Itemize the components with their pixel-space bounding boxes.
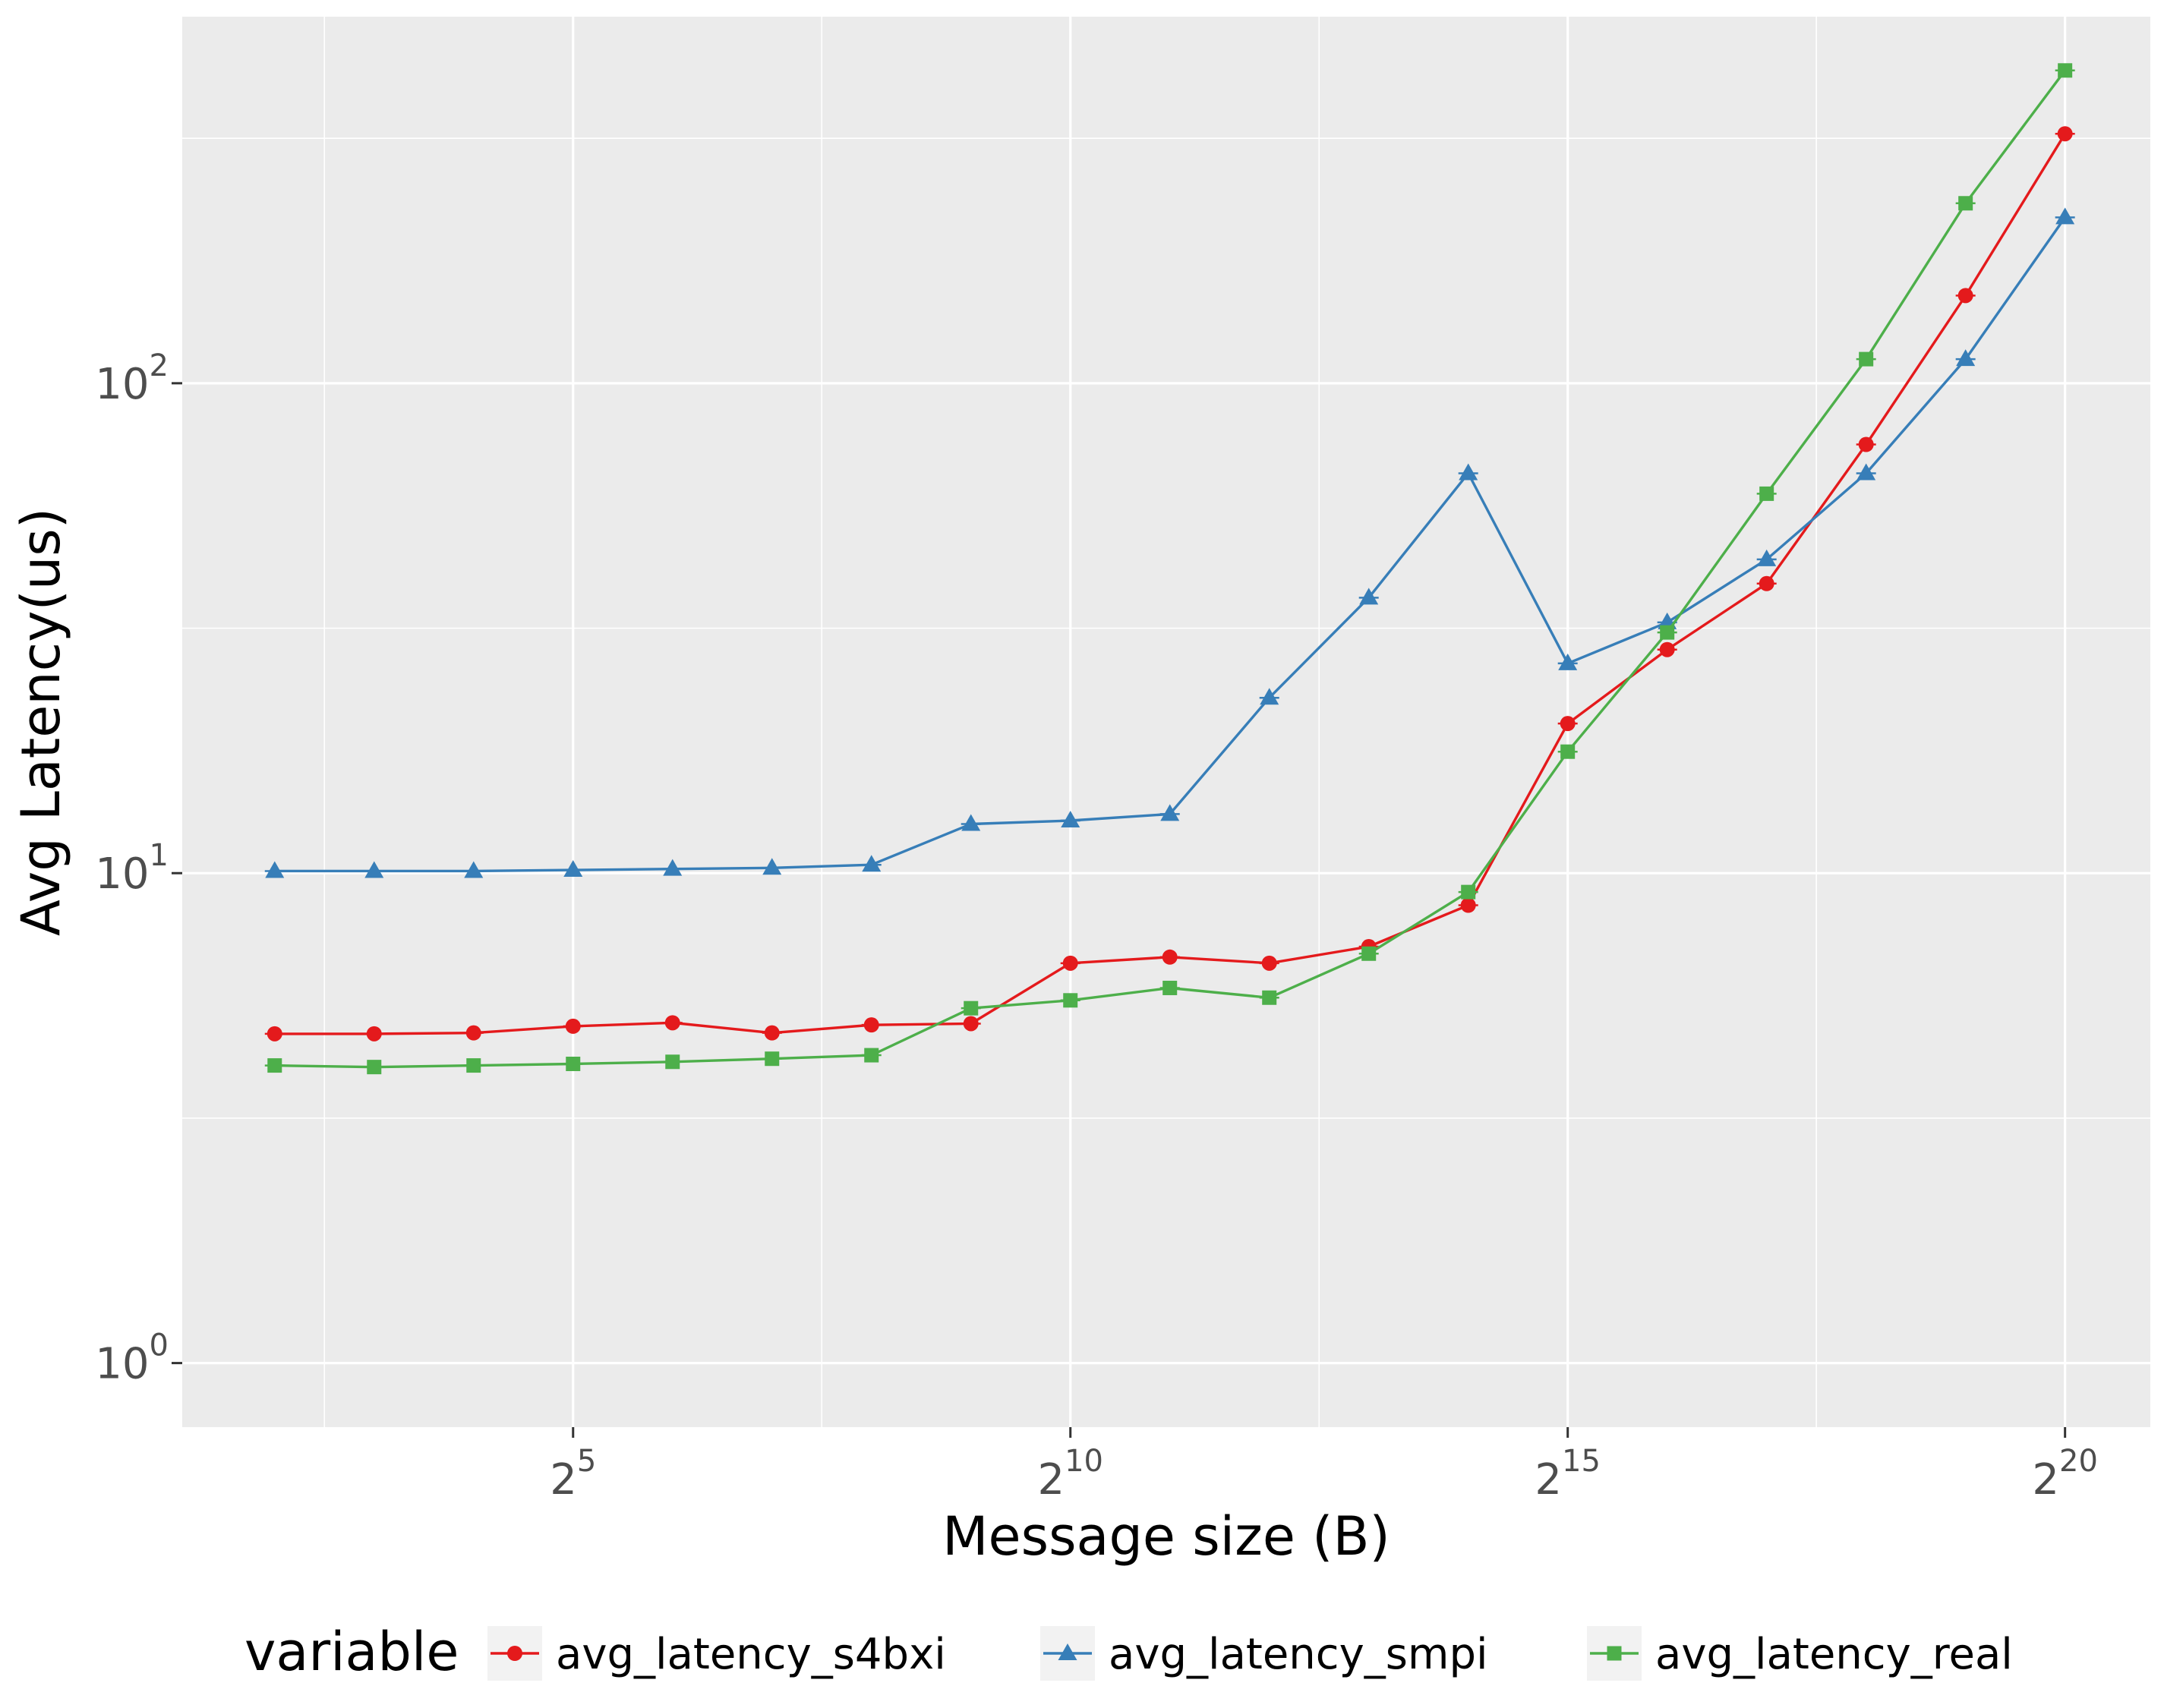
y-tick-label: 100 [95,1328,169,1389]
y-tick-label: 101 [95,838,169,899]
legend-label: avg_latency_smpi [1109,1630,1488,1679]
data-point [2055,207,2075,225]
data-point [665,1054,680,1070]
legend-marker [507,1646,522,1661]
data-point [1361,946,1377,961]
data-point [964,1001,979,1016]
data-point [961,814,981,831]
series-avg_latency_real [264,63,2075,1075]
data-point [466,1058,481,1073]
plot-panel [182,17,2150,1427]
legend-title: variable [244,1621,459,1683]
data-point [364,861,384,878]
data-point [1460,897,1476,913]
data-point [565,1018,581,1034]
data-point [1957,288,1973,304]
data-point [764,1025,780,1041]
data-point [1958,196,1973,211]
data-point [1560,716,1576,732]
data-point [863,1017,879,1033]
data-point [1063,993,1078,1008]
data-point [1757,549,1777,566]
y-axis-title: Avg Latency(us) [10,508,72,936]
data-point [1759,486,1774,501]
data-point [1359,588,1379,605]
data-point [267,1058,282,1073]
x-tick-label: 210 [1037,1444,1103,1505]
series-layer [264,63,2075,1075]
data-point [1659,641,1675,657]
data-point [1160,804,1180,821]
data-point [864,1048,879,1063]
data-point [1260,688,1279,705]
series-avg_latency_smpi [264,207,2075,878]
y-axis-ticks: 100 101 102 [95,348,182,1389]
data-point [1759,575,1774,591]
data-point [265,861,285,878]
data-point [563,860,583,878]
legend-marker [1607,1646,1622,1661]
legend-label: avg_latency_s4bxi [556,1630,946,1679]
minor-gridlines [182,17,2150,1427]
data-point [2058,63,2073,78]
data-point [664,1015,680,1031]
data-point [464,861,484,878]
legend-marker [1058,1643,1077,1660]
data-point [1261,955,1277,971]
y-tick-label: 102 [95,348,169,409]
x-tick-label: 220 [2032,1444,2098,1505]
data-point [2057,126,2073,142]
x-axis-title: Message size (B) [942,1505,1390,1568]
data-point [663,859,683,876]
data-point [1856,463,1876,481]
legend-item: avg_latency_s4bxi [487,1626,946,1681]
data-point [1660,625,1675,640]
data-point [267,1026,282,1042]
data-point [1262,990,1277,1005]
data-point [862,855,882,872]
data-point [566,1057,581,1072]
data-point [1956,349,1976,367]
data-point [762,858,782,875]
data-point [1061,811,1080,828]
data-point [367,1060,382,1075]
x-tick-label: 215 [1535,1444,1601,1505]
data-point [465,1025,481,1041]
data-point [1558,653,1578,670]
x-tick-label: 25 [550,1444,596,1505]
data-point [366,1026,382,1042]
data-point [963,1016,979,1032]
legend-item: avg_latency_smpi [1040,1626,1488,1681]
x-axis-ticks: 25 210 215 220 [550,1427,2098,1505]
data-point [1858,436,1874,452]
data-point [1459,463,1478,481]
data-point [1461,884,1476,900]
data-point [1162,980,1178,995]
major-gridlines [182,17,2150,1427]
data-point [1162,949,1178,965]
legend: variable avg_latency_s4bxi avg_latency_sm… [244,1621,2013,1683]
data-point [1859,351,1874,367]
legend-item: avg_latency_real [1587,1626,2013,1681]
legend-label: avg_latency_real [1655,1630,2013,1679]
data-point [1062,955,1078,971]
data-point [1560,744,1576,759]
data-point [765,1051,780,1067]
